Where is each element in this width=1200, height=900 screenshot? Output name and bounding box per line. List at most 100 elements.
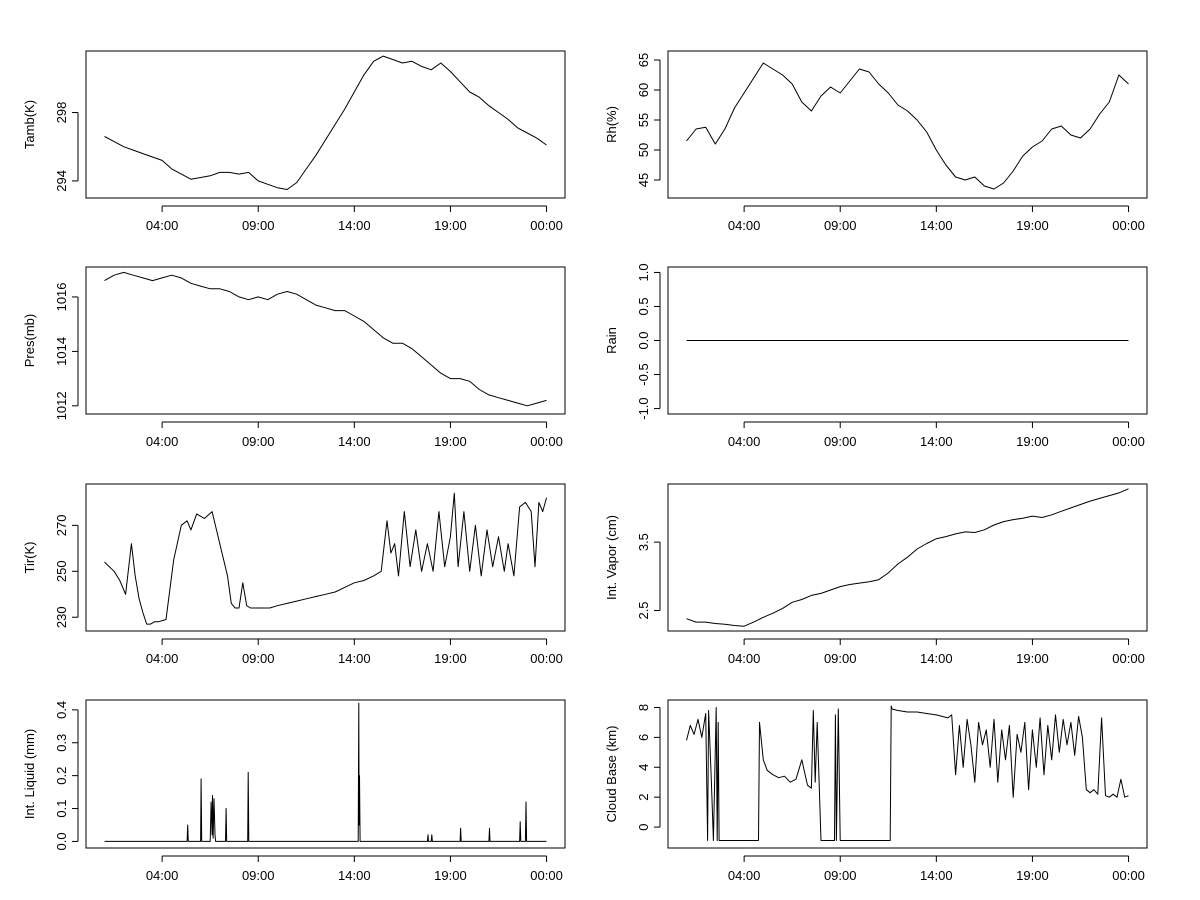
y-tick-label: 0.0: [636, 331, 651, 349]
y-axis: -1.0 -0.5 0.0 0.5 1.0: [636, 263, 661, 420]
plot-frame: [85, 266, 566, 415]
x-tick-label: 00:00: [530, 218, 563, 233]
panel-int-vapor: 04:00 09:00 14:00 19:00 00:00 2.5 3.5 Int. Vapo…: [604, 483, 1148, 666]
x-tick-label: 00:00: [1112, 651, 1145, 666]
x-axis: 04:00 09:00 14:00 19:00 00:00: [146, 638, 563, 666]
y-tick-label: 3.5: [636, 533, 651, 551]
x-tick-label: 00:00: [530, 651, 563, 666]
y-tick-label: 270: [54, 514, 69, 536]
y-axis: 294 298: [54, 102, 79, 192]
series-line: [104, 271, 547, 407]
plot-frame: [85, 50, 566, 199]
y-tick-label: 2.5: [636, 601, 651, 619]
y-axis-title: Tamb(K): [22, 100, 37, 149]
x-axis: 04:00 09:00 14:00 19:00 00:00: [146, 205, 563, 233]
y-axis-title: Tir(K): [22, 541, 37, 573]
x-tick-label: 14:00: [920, 218, 953, 233]
x-tick-label: 09:00: [242, 651, 275, 666]
y-tick-label: 1.0: [636, 263, 651, 281]
x-axis: 04:00 09:00 14:00 19:00 00:00: [728, 205, 1145, 233]
x-tick-label: 19:00: [1016, 868, 1049, 883]
y-tick-label: -0.5: [636, 363, 651, 385]
x-tick-label: 00:00: [530, 434, 563, 449]
x-tick-label: 19:00: [434, 868, 467, 883]
y-tick-label: 1016: [54, 282, 69, 311]
y-tick-label: 0.2: [54, 767, 69, 785]
y-axis: 0.0 0.1 0.2 0.3 0.4: [54, 701, 79, 850]
x-tick-label: 19:00: [1016, 218, 1049, 233]
y-axis: 230 250 270: [54, 514, 79, 628]
y-tick-label: 1012: [54, 391, 69, 420]
plot-frame: [667, 699, 1148, 849]
panel-tir: 04:00 09:00 14:00 19:00 00:00 230 250 270 Tir(K): [22, 483, 566, 666]
series-line: [686, 705, 1129, 841]
y-axis-title: Int. Liquid (mm): [22, 729, 37, 819]
plot-frame: [85, 699, 566, 849]
y-tick-label: 0.1: [54, 799, 69, 817]
y-tick-label: 0.5: [636, 297, 651, 315]
x-tick-label: 14:00: [338, 651, 371, 666]
panel-pres: 04:00 09:00 14:00 19:00 00:00 1012 1014 1016 Pre…: [22, 266, 566, 449]
y-tick-label: 250: [54, 560, 69, 582]
series-line: [104, 55, 547, 190]
x-tick-label: 19:00: [434, 651, 467, 666]
x-tick-label: 00:00: [1112, 218, 1145, 233]
y-axis-title: Rh(%): [604, 106, 619, 143]
y-tick-label: 0: [636, 823, 651, 830]
x-tick-label: 14:00: [920, 651, 953, 666]
series-line: [686, 62, 1129, 190]
x-axis: 04:00 09:00 14:00 19:00 00:00: [728, 638, 1145, 666]
x-tick-label: 04:00: [728, 651, 761, 666]
x-tick-label: 14:00: [338, 868, 371, 883]
x-tick-label: 09:00: [242, 218, 275, 233]
x-tick-label: 00:00: [530, 868, 563, 883]
y-tick-label: 230: [54, 606, 69, 628]
x-tick-label: 04:00: [146, 651, 179, 666]
x-axis: 04:00 09:00 14:00 19:00 00:00: [728, 855, 1145, 883]
plot-frame: [667, 483, 1148, 632]
x-tick-label: 09:00: [824, 651, 857, 666]
x-tick-label: 19:00: [434, 218, 467, 233]
panel-int-liquid: 04:00 09:00 14:00 19:00 00:00 0.0 0.1 0.2 0.3 0.4…: [22, 699, 566, 883]
y-tick-label: 50: [636, 143, 651, 157]
y-tick-label: 8: [636, 704, 651, 711]
x-axis: 04:00 09:00 14:00 19:00 00:00: [728, 421, 1145, 449]
x-tick-label: 14:00: [920, 868, 953, 883]
y-tick-label: 0.0: [54, 832, 69, 850]
x-tick-label: 19:00: [1016, 651, 1049, 666]
x-tick-label: 09:00: [242, 434, 275, 449]
x-tick-label: 14:00: [338, 434, 371, 449]
plot-frame: [85, 483, 566, 632]
plot-frame: [667, 266, 1148, 415]
series-line: [686, 488, 1129, 627]
y-axis: 0 2 4 6 8: [636, 704, 661, 831]
x-tick-label: 00:00: [1112, 434, 1145, 449]
x-tick-label: 04:00: [146, 868, 179, 883]
panel-rh: 04:00 09:00 14:00 19:00 00:00 45 50 55 60 65 Rh(%): [604, 50, 1148, 233]
y-tick-label: 55: [636, 113, 651, 127]
y-tick-label: 60: [636, 83, 651, 97]
series-line: [104, 702, 547, 842]
x-tick-label: 19:00: [434, 434, 467, 449]
y-tick-label: 298: [54, 102, 69, 124]
x-tick-label: 00:00: [1112, 868, 1145, 883]
y-axis-title: Cloud Base (km): [604, 726, 619, 823]
panel-cloud-base: 04:00 09:00 14:00 19:00 00:00 0 2 4 6 8 Cloud Base…: [604, 699, 1148, 883]
y-tick-label: 0.3: [54, 734, 69, 752]
x-tick-label: 04:00: [146, 434, 179, 449]
x-tick-label: 09:00: [824, 218, 857, 233]
x-tick-label: 19:00: [1016, 434, 1049, 449]
y-axis-title: Int. Vapor (cm): [604, 515, 619, 600]
panel-tamb: 04:00 09:00 14:00 19:00 00:00 294 298 Tamb(K): [22, 50, 566, 233]
x-axis: 04:00 09:00 14:00 19:00 00:00: [146, 855, 563, 883]
y-axis: 1012 1014 1016: [54, 282, 79, 420]
y-tick-label: 6: [636, 734, 651, 741]
x-tick-label: 04:00: [146, 218, 179, 233]
y-tick-label: 65: [636, 53, 651, 67]
x-tick-label: 14:00: [338, 218, 371, 233]
y-axis-title: Rain: [604, 327, 619, 354]
y-tick-label: -1.0: [636, 397, 651, 419]
panel-rain: 04:00 09:00 14:00 19:00 00:00 -1.0 -0.5 0.0 0.5 1…: [604, 263, 1148, 449]
plot-frame: [667, 50, 1148, 199]
